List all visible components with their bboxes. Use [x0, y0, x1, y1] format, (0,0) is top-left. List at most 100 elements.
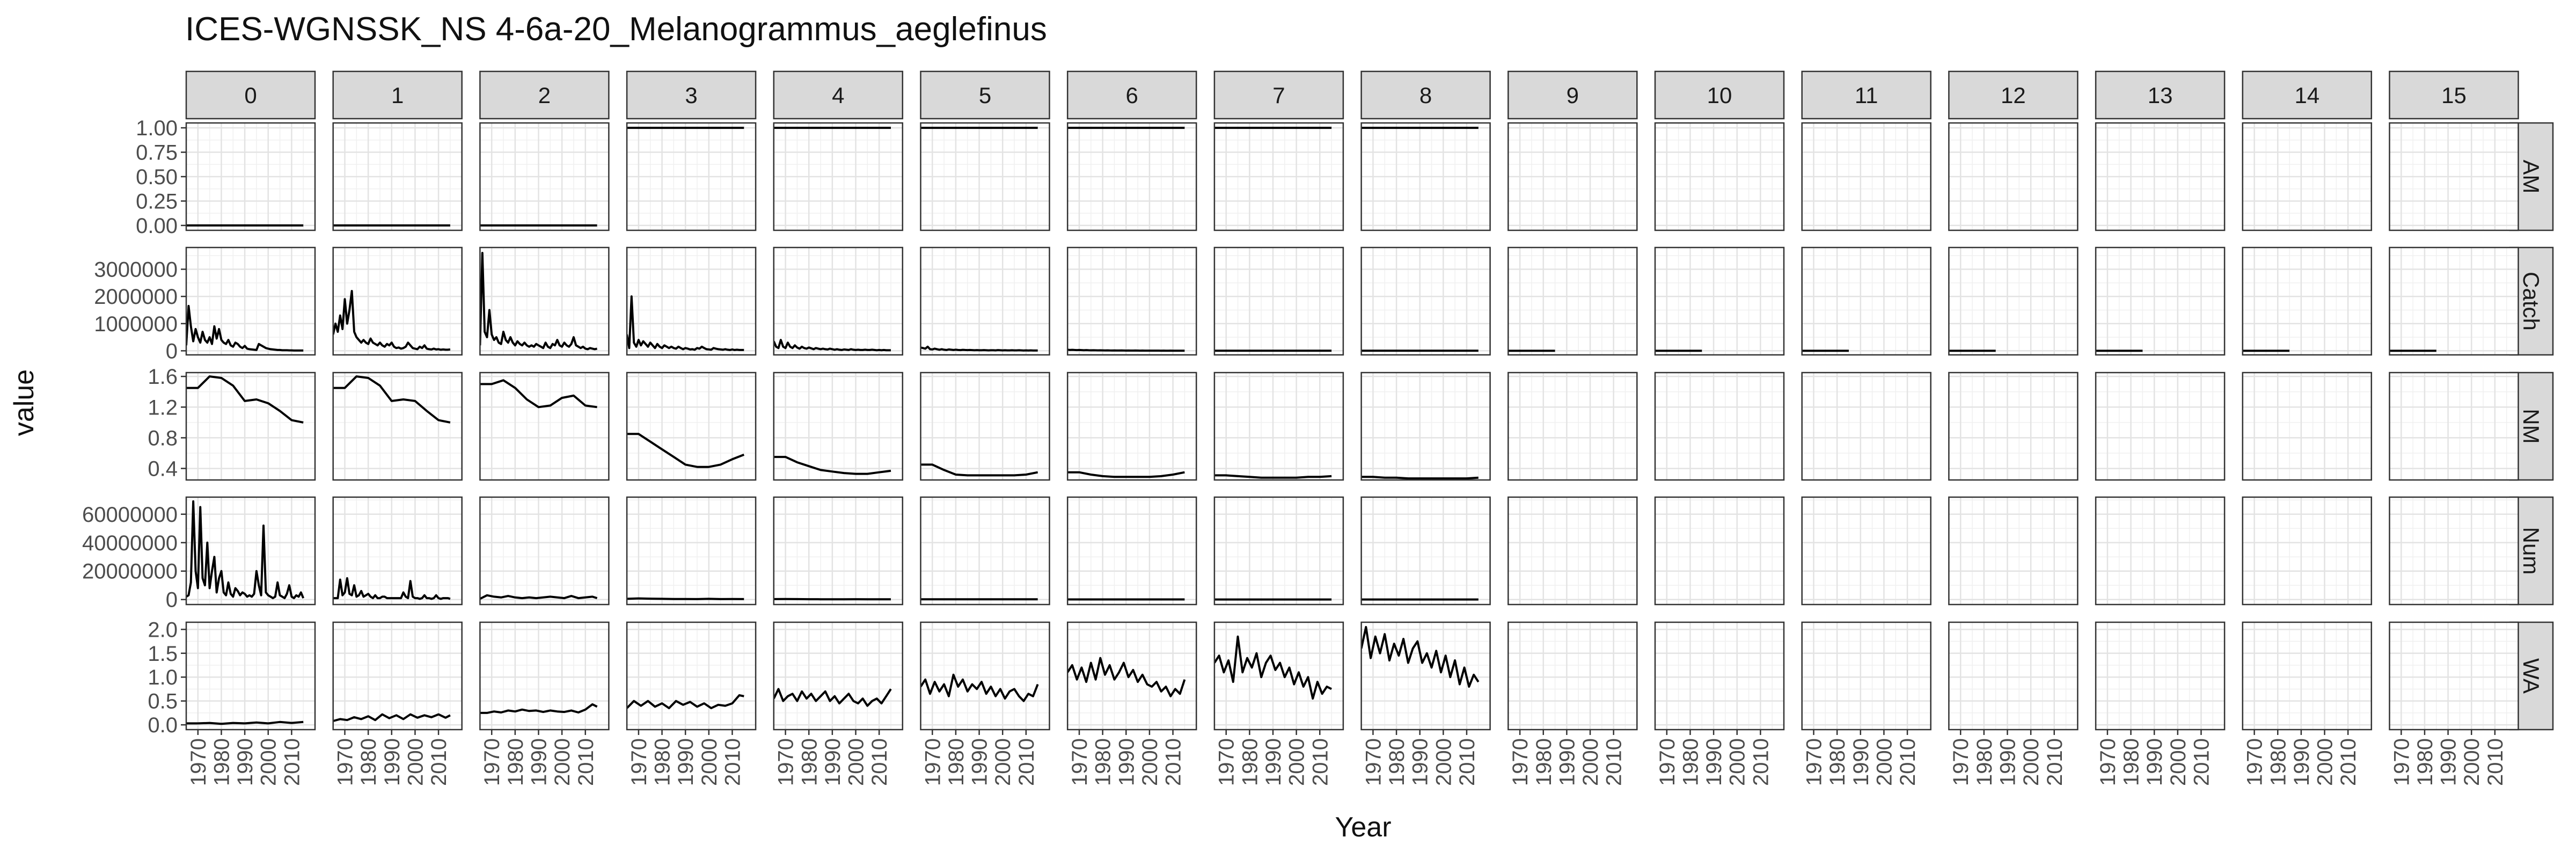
x-tick-label: 1990: [380, 738, 404, 786]
facet-panel: [1214, 123, 1343, 230]
facet-panel: [1508, 373, 1637, 480]
facet-panel: [1214, 497, 1343, 605]
x-tick-label: 1990: [1702, 738, 1726, 786]
facet-panel: [1508, 123, 1637, 230]
panel-background: [920, 373, 1050, 480]
x-tick-label: 2000: [257, 738, 281, 786]
y-tick-label: 0.4: [148, 457, 178, 481]
facet-panel: [1655, 497, 1784, 605]
panel-border: [1066, 496, 1197, 606]
x-tick-label: 2010: [1896, 738, 1920, 786]
panel-border: [1360, 372, 1491, 481]
panel-border: [920, 122, 1050, 231]
facet-panel: [1361, 123, 1490, 230]
x-tick-label: 1990: [1996, 738, 2019, 786]
panel-background: [186, 497, 315, 605]
facet-panel: [920, 622, 1050, 730]
panel-background: [1067, 497, 1197, 605]
facet-strip-label: 13: [2148, 83, 2173, 108]
series-line: [1214, 474, 1332, 479]
x-tick-label: 1980: [2413, 738, 2437, 786]
facet-strip-column: [2389, 70, 2519, 120]
x-tick-label: 2000: [404, 738, 427, 786]
x-tick-label: 1980: [1826, 738, 1849, 786]
panel-background: [1655, 622, 1784, 730]
x-tick-label: 1970: [627, 738, 651, 786]
facet-panel: [1214, 373, 1343, 480]
panel-border: [1066, 246, 1197, 356]
x-tick-label: 1990: [1849, 738, 1873, 786]
facet-panel: [333, 123, 462, 230]
facet-panel: [920, 247, 1050, 355]
facet-panel: [2389, 373, 2519, 480]
y-tick-label: 0.00: [136, 214, 178, 238]
facet-panel: [627, 123, 756, 230]
y-tick-label: 2000000: [94, 285, 178, 309]
series-line: [773, 339, 891, 352]
x-tick-label: 2000: [1872, 738, 1896, 786]
facet-panel: [2096, 123, 2225, 230]
y-tick-label: 0: [166, 588, 178, 612]
x-tick-label: 1970: [1803, 738, 1826, 786]
facet-panel: [186, 622, 315, 730]
panel-background: [2096, 497, 2225, 605]
series-line: [627, 694, 744, 709]
facet-panel: [1949, 247, 2078, 355]
facet-panel: [186, 247, 315, 355]
panel-border: [2389, 372, 2519, 481]
panel-background: [773, 373, 903, 480]
panel-background: [1508, 373, 1637, 480]
panel-border: [1801, 372, 1931, 481]
facet-panel: [333, 622, 462, 730]
panel-background: [773, 497, 903, 605]
x-tick-label: 1970: [774, 738, 798, 786]
y-tick-label: 0.0: [148, 714, 178, 737]
x-tick-label: 2000: [2167, 738, 2190, 786]
panel-background: [480, 373, 609, 480]
facet-panel: [2389, 123, 2519, 230]
facet-panel: [2242, 123, 2372, 230]
facet-strip-label: Num: [2519, 527, 2544, 575]
x-tick-label: 2010: [2337, 738, 2360, 786]
series-line: [1361, 476, 1479, 480]
panel-background: [627, 373, 756, 480]
x-tick-label: 1970: [334, 738, 357, 786]
facet-strip-column: [1213, 70, 1344, 120]
x-tick-label: 1970: [1068, 738, 1092, 786]
series-line: [627, 433, 745, 468]
x-tick-label: 1980: [1385, 738, 1409, 786]
x-axis-title: Year: [1335, 812, 1391, 843]
panel-border: [185, 372, 316, 481]
x-tick-label: 2010: [2190, 738, 2213, 786]
facet-strip-column: [626, 70, 757, 120]
panel-background: [2242, 622, 2372, 730]
panel-background: [1214, 622, 1343, 730]
x-tick-label: 1990: [1555, 738, 1579, 786]
panel-border: [2389, 246, 2519, 356]
x-tick-label: 1980: [1679, 738, 1702, 786]
facet-strip-label: 5: [979, 83, 991, 108]
panel-border: [332, 246, 463, 356]
facet-panel: [2242, 247, 2372, 355]
panel-border: [2095, 621, 2226, 731]
panel-background: [1802, 497, 1931, 605]
x-tick-label: 2010: [1602, 738, 1626, 786]
panel-border: [479, 621, 610, 731]
facet-panel: [1949, 123, 2078, 230]
facet-strip-label: 9: [1567, 83, 1579, 108]
panel-border: [773, 496, 904, 606]
x-tick-label: 2010: [1455, 738, 1479, 786]
panel-border: [1801, 122, 1931, 231]
x-tick-label: 2010: [1162, 738, 1185, 786]
facet-strip-label: AM: [2519, 160, 2544, 194]
panel-border: [2389, 496, 2519, 606]
series-line: [773, 688, 892, 707]
panel-border: [185, 246, 316, 356]
x-tick-label: 1990: [1115, 738, 1138, 786]
panel-border: [1801, 496, 1931, 606]
facet-panel: [773, 622, 903, 730]
facet-panel: [627, 622, 756, 730]
chart-title: ICES-WGNSSK_NS 4-6a-20_Melanogrammus_aeg…: [185, 11, 1047, 48]
x-tick-label: 2010: [2043, 738, 2067, 786]
